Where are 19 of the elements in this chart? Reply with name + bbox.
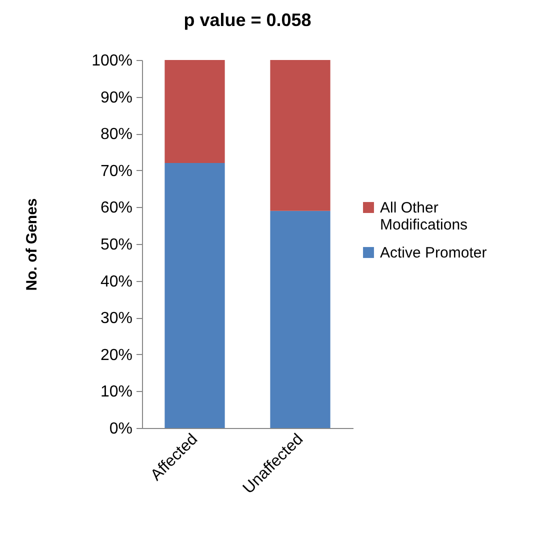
y-tick-label: 30% [100, 310, 132, 328]
legend-label: Active Promoter [380, 244, 487, 262]
bar [164, 60, 225, 164]
bar [270, 60, 330, 211]
chart-title: p value = 0.058 [184, 10, 312, 30]
bar [164, 163, 225, 428]
y-tick-label: 90% [100, 89, 132, 106]
y-tick-label: 60% [100, 200, 132, 217]
y-tick-label: 20% [100, 346, 132, 364]
y-axis-title: No. of Genes [24, 198, 41, 291]
bar [270, 210, 330, 428]
y-tick-label: 10% [100, 384, 132, 401]
legend-label: All Other Modifications [380, 200, 468, 234]
y-tick-label: 80% [100, 126, 132, 144]
y-tick-label: 0% [109, 420, 132, 438]
y-tick-label: 100% [92, 52, 132, 70]
y-tick-label: 70% [100, 162, 132, 180]
y-tick-label: 50% [100, 236, 132, 254]
y-tick-label: 40% [100, 273, 132, 290]
